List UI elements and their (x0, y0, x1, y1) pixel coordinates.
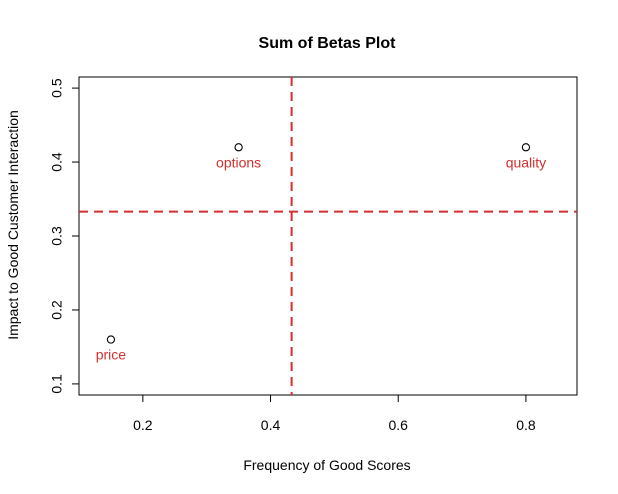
y-tick-label: 0.1 (49, 374, 65, 394)
x-tick-label: 0.6 (388, 417, 408, 433)
y-tick-label: 0.3 (49, 226, 65, 246)
x-tick-label: 0.4 (261, 417, 281, 433)
plot-frame (78, 76, 578, 396)
x-axis-label: Frequency of Good Scores (243, 457, 410, 473)
y-tick-label: 0.5 (49, 78, 65, 98)
x-tick-label: 0.2 (133, 417, 153, 433)
point-label-price: price (96, 347, 127, 363)
x-axis-ticks: 0.2 0.4 0.6 0.8 (133, 395, 536, 433)
y-tick-label: 0.2 (49, 300, 65, 320)
y-tick-label: 0.4 (49, 152, 65, 172)
data-point-options (234, 143, 243, 152)
points-layer (106, 143, 531, 344)
y-axis-label: Impact to Good Customer Interaction (5, 110, 21, 340)
data-point-price (106, 335, 116, 344)
point-labels-layer: price options quality (96, 154, 546, 362)
chart-title: Sum of Betas Plot (259, 35, 397, 52)
point-label-options: options (216, 154, 261, 170)
x-tick-label: 0.8 (516, 417, 536, 433)
point-label-quality: quality (506, 154, 546, 170)
data-point-quality (521, 143, 531, 152)
y-axis-ticks: 0.1 0.2 0.3 0.4 0.5 (49, 78, 79, 394)
